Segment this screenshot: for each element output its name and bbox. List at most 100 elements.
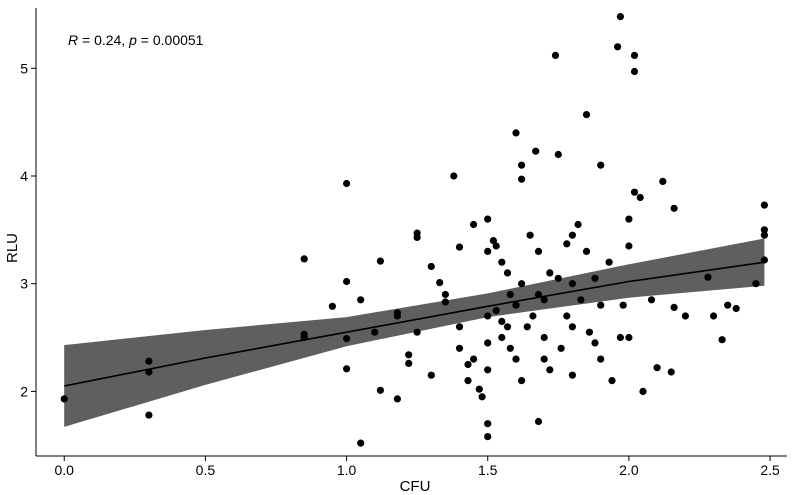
x-axis-title: CFU [400,478,431,495]
data-point [546,269,554,277]
confidence-band [64,238,765,427]
data-point [506,290,514,299]
y-axis-title: RLU [4,233,21,263]
data-point [455,243,464,251]
data-point [450,172,458,180]
data-point [534,417,543,426]
data-point [670,303,678,311]
data-point [591,274,599,282]
data-point [625,242,633,250]
data-point [498,333,506,342]
y-tick-label: 2 [20,383,28,399]
data-point [625,333,633,342]
data-point [478,393,486,401]
data-point [512,355,520,363]
data-point [343,365,351,373]
data-point [591,339,599,347]
data-point [760,226,769,234]
data-point [568,371,577,379]
data-point [464,377,472,385]
data-point [630,188,639,196]
data-point [636,193,644,202]
data-point [484,312,492,320]
data-point [60,395,68,403]
data-point [718,336,726,344]
data-point [653,364,661,372]
y-tick-label: 3 [20,276,28,292]
data-point [484,215,492,223]
data-point [492,242,500,250]
data-point [534,290,543,299]
x-tick-label: 2.0 [619,462,639,478]
data-point [503,323,512,331]
data-point [376,257,384,265]
data-point [484,433,492,441]
data-point [616,333,625,342]
data-point [760,231,769,239]
data-point [540,355,548,363]
data-point [568,231,577,239]
correlation-annotation: R = 0.24, p = 0.00051 [68,32,204,48]
data-point [343,179,351,188]
data-point [614,43,622,51]
data-point [630,51,639,60]
data-point [554,150,562,159]
data-point [597,301,605,309]
data-point [518,161,526,169]
data-point [724,301,732,309]
data-point [300,333,308,342]
data-point [498,317,506,325]
data-point [343,277,351,286]
data-point [625,215,633,223]
data-point [619,301,627,309]
data-point [605,258,613,266]
data-point [597,355,605,363]
data-point [413,328,421,336]
data-point [145,368,153,376]
x-tick-label: 1.0 [337,462,357,478]
y-tick-label: 5 [20,60,28,76]
data-point [563,312,571,320]
data-point [554,274,562,282]
data-point [492,307,500,315]
data-point [470,355,478,363]
data-point [455,323,464,331]
data-point [484,247,492,255]
regression-line [64,261,765,387]
data-point [484,366,492,374]
data-point [540,333,548,342]
data-point [681,312,690,320]
data-point [659,177,667,185]
x-tick-label: 1.5 [478,462,498,478]
data-point [574,220,582,229]
data-point [441,298,449,306]
data-point [464,360,472,369]
data-point [300,255,308,263]
data-point [484,420,492,428]
data-point [546,366,554,374]
data-point [512,301,520,309]
data-point [760,201,769,209]
data-point [597,161,605,169]
data-point [405,359,413,367]
data-point [582,247,591,255]
data-point [532,147,540,155]
data-point [518,280,526,288]
data-point [484,339,492,347]
data-point [670,204,678,212]
data-point [568,280,577,288]
data-point [470,220,478,229]
data-point [616,13,625,21]
data-point [436,279,444,287]
data-point [489,237,497,245]
data-point [523,323,531,331]
data-point [704,273,712,281]
data-point [568,323,577,331]
data-point [427,371,435,379]
data-point [357,439,365,447]
data-point [585,328,594,336]
x-tick-label: 0.0 [54,462,74,478]
data-point [328,302,336,310]
confidence-band-layer [64,238,765,427]
